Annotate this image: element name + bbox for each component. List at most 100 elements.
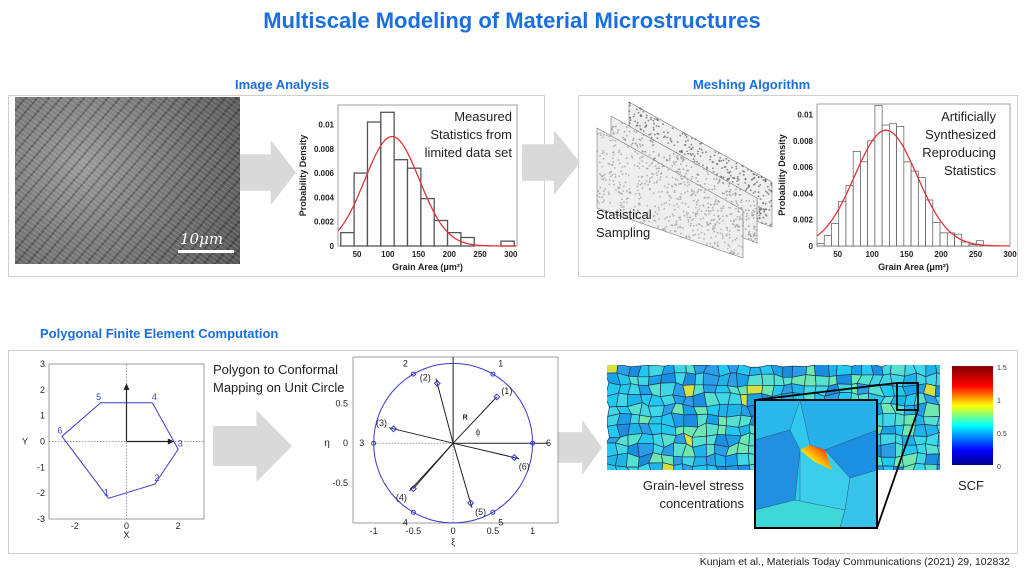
mesh-node <box>754 226 756 228</box>
mesh-node <box>738 194 741 196</box>
x-tick-label: 2 <box>176 521 181 531</box>
mesh-node <box>732 223 735 226</box>
grain <box>936 477 946 484</box>
grain <box>935 372 940 387</box>
x-tick-label: 300 <box>504 250 518 259</box>
mesh-node <box>736 252 739 255</box>
mesh-node <box>749 204 752 207</box>
mesh-node <box>748 185 751 188</box>
mesh-node <box>714 200 717 203</box>
mesh-node <box>690 190 693 193</box>
mesh-node <box>723 192 726 195</box>
y-tick-label: 0.008 <box>314 145 335 154</box>
mesh-node <box>614 139 617 142</box>
mesh-node <box>652 126 655 129</box>
mesh-node <box>697 150 699 153</box>
mesh-node <box>715 174 718 177</box>
mesh-node <box>642 220 645 223</box>
mesh-node <box>618 186 621 189</box>
mesh-node <box>655 125 658 127</box>
mesh-node <box>702 164 704 167</box>
mesh-node <box>752 209 755 212</box>
mesh-node <box>607 162 610 165</box>
histogram-bar <box>975 240 984 247</box>
mesh-node <box>697 190 700 193</box>
grain <box>934 385 940 398</box>
histogram-bar <box>968 244 977 247</box>
mesh-node <box>646 211 649 214</box>
mesh-node <box>734 238 737 241</box>
mesh-node <box>618 181 621 184</box>
mesh-node <box>625 172 628 175</box>
mesh-node <box>640 196 642 199</box>
mesh-node <box>616 131 619 134</box>
grain <box>934 395 940 406</box>
mesh-node <box>608 183 611 186</box>
mesh-node <box>654 205 657 208</box>
grain <box>922 402 940 418</box>
mesh-node <box>715 199 717 201</box>
mesh-node <box>617 190 620 193</box>
mesh-node <box>737 204 739 207</box>
mesh-node <box>601 165 603 168</box>
mesh-node <box>628 188 631 191</box>
mesh-node <box>623 138 625 141</box>
mesh-node <box>754 234 757 237</box>
mesh-node <box>700 142 703 145</box>
inset-grain <box>755 499 846 528</box>
mesh-node <box>686 216 689 219</box>
mesh-node <box>637 111 640 114</box>
x-tick-label: 250 <box>969 250 983 259</box>
mesh-node <box>689 152 692 155</box>
mesh-node <box>713 185 716 188</box>
mesh-node <box>661 165 664 168</box>
y-tick-label: 1 <box>40 411 45 421</box>
mesh-node <box>628 110 631 113</box>
mesh-node <box>697 199 699 202</box>
mesh-node <box>698 233 700 236</box>
mesh-node <box>684 202 687 205</box>
mesh-node <box>608 193 610 196</box>
mesh-node <box>612 154 615 156</box>
mesh-node <box>651 144 654 147</box>
mesh-node <box>755 174 758 177</box>
grain <box>607 365 619 374</box>
mesh-node <box>752 192 755 194</box>
mesh-node <box>625 211 628 214</box>
mesh-node <box>725 215 728 217</box>
mesh-node <box>655 172 658 175</box>
scf-colorbar <box>952 366 993 465</box>
mesh-node <box>715 235 717 238</box>
mesh-node <box>697 223 700 225</box>
mesh-node <box>641 187 644 190</box>
page-title: Multiscale Modeling of Material Microstr… <box>263 8 761 33</box>
mesh-node <box>650 117 652 119</box>
grain <box>924 453 940 465</box>
mesh-node <box>650 138 653 141</box>
mesh-node <box>637 189 639 192</box>
mapped-point-label: (5) <box>475 507 486 517</box>
mesh-node <box>754 182 756 185</box>
mesh-node <box>753 200 755 203</box>
mesh-node <box>662 123 664 126</box>
mesh-node <box>714 223 717 225</box>
mesh-node <box>720 228 722 231</box>
mesh-node <box>671 164 674 167</box>
mesh-node <box>690 137 693 140</box>
mesh-node <box>718 160 721 162</box>
mesh-node <box>716 241 719 244</box>
zoom-connector <box>754 382 898 401</box>
mesh-node <box>716 203 719 206</box>
mesh-node <box>721 233 724 236</box>
mesh-node <box>597 200 599 203</box>
mesh-node <box>683 214 686 217</box>
mesh-node <box>736 176 739 178</box>
mesh-node <box>628 122 631 125</box>
grain <box>850 365 863 376</box>
grain <box>803 374 817 387</box>
mesh-node <box>679 171 682 174</box>
circle-point <box>410 371 416 377</box>
mesh-node <box>703 197 706 199</box>
vertex-label: 3 <box>178 438 183 448</box>
mesh-node <box>752 217 755 219</box>
